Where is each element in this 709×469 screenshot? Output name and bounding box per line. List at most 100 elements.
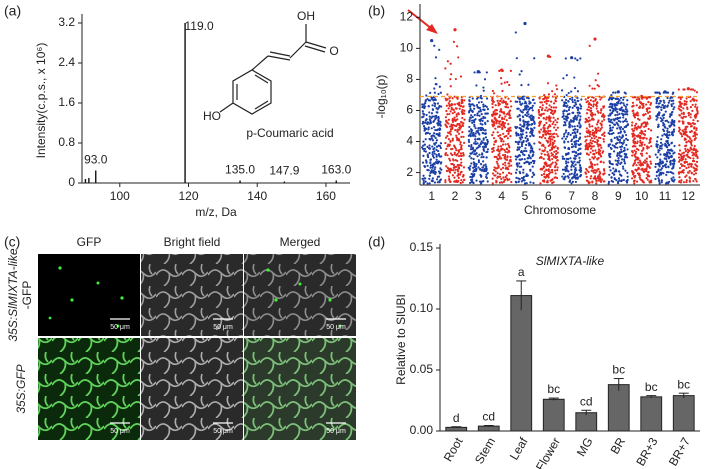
background-point: [576, 97, 578, 99]
background-point: [502, 100, 504, 102]
background-point: [454, 111, 456, 113]
background-point: [455, 135, 457, 137]
background-point: [600, 155, 602, 157]
background-point: [525, 150, 527, 152]
background-point: [561, 89, 563, 91]
background-point: [446, 105, 448, 107]
background-point: [662, 128, 664, 130]
background-point: [545, 163, 547, 165]
background-point: [540, 128, 542, 130]
background-point: [591, 117, 593, 119]
background-point: [436, 139, 438, 141]
background-point: [574, 167, 576, 169]
background-point: [525, 127, 527, 129]
background-point: [445, 116, 447, 118]
background-point: [627, 176, 629, 178]
background-point: [552, 133, 554, 135]
background-point: [577, 144, 579, 146]
background-point: [683, 181, 685, 183]
background-point: [646, 121, 648, 123]
x-tick-label: 3: [475, 189, 482, 203]
background-point: [544, 101, 546, 103]
background-point: [543, 125, 545, 127]
background-point: [696, 100, 698, 102]
background-point: [565, 116, 567, 118]
background-point: [485, 146, 487, 148]
background-point: [678, 173, 680, 175]
background-point: [636, 104, 638, 106]
background-point: [525, 131, 527, 133]
background-point: [571, 125, 573, 127]
bar: [576, 413, 597, 431]
background-point: [431, 167, 433, 169]
background-point: [480, 163, 482, 165]
background-point: [685, 116, 687, 118]
background-point: [565, 166, 567, 168]
background-point: [692, 160, 694, 162]
background-point: [601, 124, 603, 126]
background-point: [636, 156, 638, 158]
background-point: [595, 180, 597, 182]
background-point: [665, 134, 667, 136]
background-point: [439, 128, 441, 130]
background-point: [696, 127, 698, 129]
background-point: [578, 123, 580, 125]
background-point: [620, 148, 622, 150]
background-point: [625, 144, 627, 146]
background-point: [591, 170, 593, 172]
background-point: [492, 178, 494, 180]
background-point: [608, 118, 610, 120]
background-point: [666, 153, 668, 155]
background-point: [646, 147, 648, 149]
background-point: [497, 146, 499, 148]
background-point: [471, 134, 473, 136]
background-point: [427, 132, 429, 134]
background-point: [691, 172, 693, 174]
background-point: [640, 130, 642, 132]
y-tick-label: 2: [406, 165, 413, 179]
background-point: [673, 128, 675, 130]
background-point: [689, 138, 691, 140]
background-point: [551, 90, 553, 92]
background-point: [526, 161, 528, 163]
background-point: [491, 120, 493, 122]
background-point: [502, 172, 504, 174]
background-point: [603, 119, 605, 121]
background-point: [641, 155, 643, 157]
background-point: [520, 84, 522, 86]
background-point: [487, 112, 489, 114]
background-point: [685, 154, 687, 156]
background-point: [678, 181, 680, 183]
background-point: [425, 138, 427, 140]
background-point: [470, 144, 472, 146]
background-point: [478, 101, 480, 103]
background-point: [433, 132, 435, 134]
background-point: [422, 141, 424, 143]
background-point: [570, 169, 572, 171]
background-point: [684, 137, 686, 139]
y-tick-label: 10: [400, 41, 414, 55]
background-point: [616, 127, 618, 129]
significance-letter: cd: [482, 410, 495, 424]
background-point: [568, 107, 570, 109]
background-point: [659, 165, 661, 167]
background-point: [543, 176, 545, 178]
peak-point: [477, 70, 480, 73]
background-point: [452, 174, 454, 176]
background-point: [679, 167, 681, 169]
background-point: [468, 135, 470, 137]
background-point: [608, 174, 610, 176]
background-point: [672, 100, 674, 102]
background-point: [479, 138, 481, 140]
background-point: [522, 172, 524, 174]
background-point: [497, 165, 499, 167]
background-point: [588, 154, 590, 156]
background-point: [579, 175, 581, 177]
background-point: [692, 104, 694, 106]
background-point: [528, 103, 530, 105]
background-point: [432, 177, 434, 179]
background-point: [456, 115, 458, 117]
background-point: [625, 134, 627, 136]
background-point: [543, 98, 545, 100]
background-point: [444, 179, 446, 181]
